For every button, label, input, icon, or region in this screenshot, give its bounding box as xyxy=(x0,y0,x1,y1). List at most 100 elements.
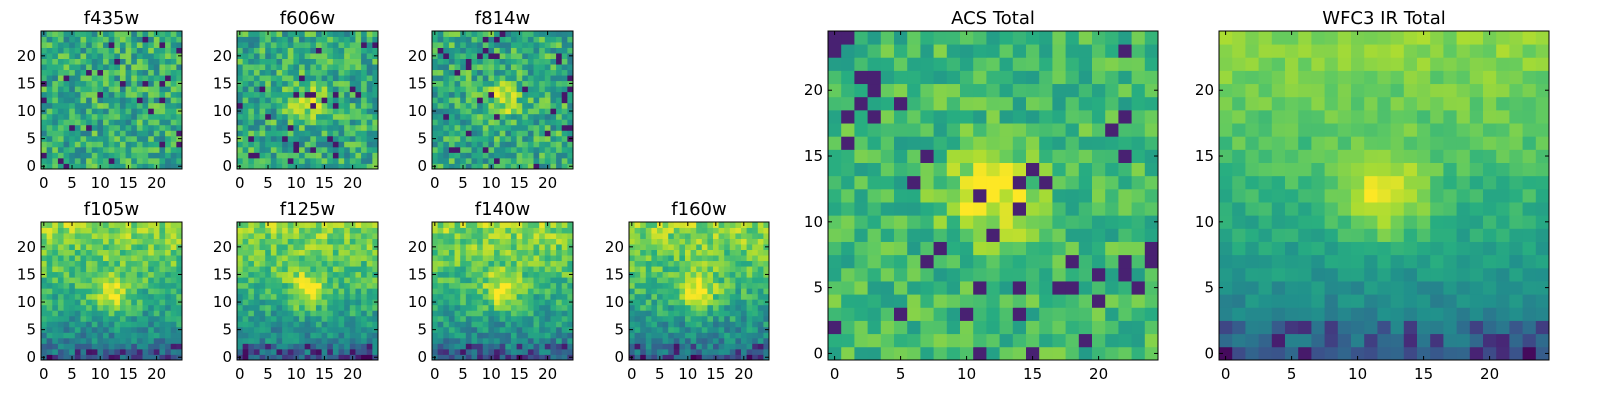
heatmap-cell xyxy=(52,108,59,115)
heatmap-cell xyxy=(673,310,680,317)
heatmap-cell xyxy=(448,315,455,322)
heatmap-cell xyxy=(522,244,529,250)
heatmap-cell xyxy=(713,310,719,317)
heatmap-cell xyxy=(527,227,534,234)
heatmap-cell xyxy=(746,266,753,273)
heatmap-cell xyxy=(448,53,455,59)
heatmap-cell xyxy=(1144,307,1159,321)
heatmap-cell xyxy=(634,282,641,289)
heatmap-cell xyxy=(176,113,183,120)
heatmap-cell xyxy=(248,227,255,234)
heatmap-cell xyxy=(752,321,759,328)
heatmap-cell xyxy=(454,163,461,170)
heatmap-cell xyxy=(46,348,53,355)
heatmap-cell xyxy=(114,315,121,322)
heatmap-cell xyxy=(253,75,260,82)
heatmap-cell xyxy=(460,135,467,142)
heatmap-cell xyxy=(488,326,495,333)
heatmap-cell xyxy=(69,244,76,250)
heatmap-cell xyxy=(74,163,81,170)
heatmap-cell xyxy=(477,42,484,48)
heatmap-cell xyxy=(443,113,450,120)
heatmap-cell xyxy=(465,80,472,87)
heatmap-cell xyxy=(242,238,249,245)
heatmap-cell xyxy=(488,102,495,109)
heatmap-cell xyxy=(1078,188,1093,203)
heatmap-cell xyxy=(533,69,540,76)
heatmap-cell xyxy=(349,244,356,250)
heatmap-cell xyxy=(1078,241,1093,256)
heatmap-cell xyxy=(718,288,725,295)
heatmap-cell xyxy=(510,222,517,228)
heatmap-cell xyxy=(332,102,339,109)
heatmap-cell xyxy=(293,75,300,82)
heatmap-cell xyxy=(114,255,121,262)
heatmap-cell xyxy=(946,294,961,308)
heatmap-cell xyxy=(488,42,495,48)
heatmap-cell xyxy=(293,321,300,328)
heatmap-cell xyxy=(567,293,574,300)
heatmap-cell xyxy=(361,53,368,59)
heatmap-cell xyxy=(448,157,455,164)
heatmap-cell xyxy=(299,42,306,48)
heatmap-cell xyxy=(505,244,512,250)
heatmap-cell xyxy=(920,241,934,256)
heatmap-cell xyxy=(159,58,166,65)
heatmap-cell xyxy=(567,113,574,120)
heatmap-cell xyxy=(465,119,472,126)
heatmap-cell xyxy=(1131,320,1146,335)
heatmap-cell xyxy=(499,86,506,93)
heatmap-cell xyxy=(265,47,272,54)
heatmap-cell xyxy=(556,113,563,120)
heatmap-cell xyxy=(437,260,444,267)
heatmap-cell xyxy=(946,188,961,203)
heatmap-cell xyxy=(119,326,126,333)
heatmap-cell xyxy=(499,58,506,65)
heatmap-cell xyxy=(108,321,115,328)
heatmap-cell xyxy=(746,326,753,333)
heatmap-cell xyxy=(131,75,138,82)
heatmap-cell xyxy=(80,321,87,328)
heatmap-cell xyxy=(1092,333,1106,348)
heatmap-cell xyxy=(482,80,489,87)
heatmap-cell xyxy=(460,343,467,350)
heatmap-cell xyxy=(640,227,647,234)
heatmap-cell xyxy=(679,321,686,328)
heatmap-cell xyxy=(282,315,289,322)
heatmap-cell xyxy=(454,141,461,148)
heatmap-cell xyxy=(80,260,87,267)
heatmap-cell xyxy=(510,266,517,273)
heatmap-cell xyxy=(332,113,339,120)
heatmap-cell xyxy=(74,337,81,344)
heatmap-cell xyxy=(315,47,322,54)
heatmap-cell xyxy=(338,53,345,59)
heatmap-cell xyxy=(136,227,143,234)
heatmap-cell xyxy=(253,299,260,306)
heatmap-cell xyxy=(159,157,166,164)
heatmap-cell xyxy=(841,254,855,269)
heatmap-cell xyxy=(494,58,501,65)
heatmap-cell xyxy=(460,332,467,339)
heatmap-cell xyxy=(310,86,317,93)
heatmap-cell xyxy=(153,282,160,289)
heatmap-cell xyxy=(282,227,289,234)
heatmap-cell xyxy=(1065,333,1080,348)
heatmap-cell xyxy=(488,271,495,278)
heatmap-cell xyxy=(248,255,255,262)
heatmap-cell xyxy=(1052,320,1066,335)
heatmap-cell xyxy=(685,299,691,306)
heatmap-cell xyxy=(1026,346,1040,361)
heatmap-cell xyxy=(63,271,70,278)
heatmap-cell xyxy=(315,152,322,159)
heatmap-cell xyxy=(338,146,345,153)
heatmap-cell xyxy=(1092,162,1106,177)
heatmap-cell xyxy=(321,91,328,98)
heatmap-cell xyxy=(477,86,484,93)
heatmap-cell xyxy=(494,141,501,148)
heatmap-cell xyxy=(159,249,166,256)
heatmap-cell xyxy=(315,119,322,126)
heatmap-cell xyxy=(253,337,260,344)
heatmap-cell xyxy=(63,69,70,76)
heatmap-cell xyxy=(366,293,373,300)
heatmap-cell xyxy=(41,277,48,284)
